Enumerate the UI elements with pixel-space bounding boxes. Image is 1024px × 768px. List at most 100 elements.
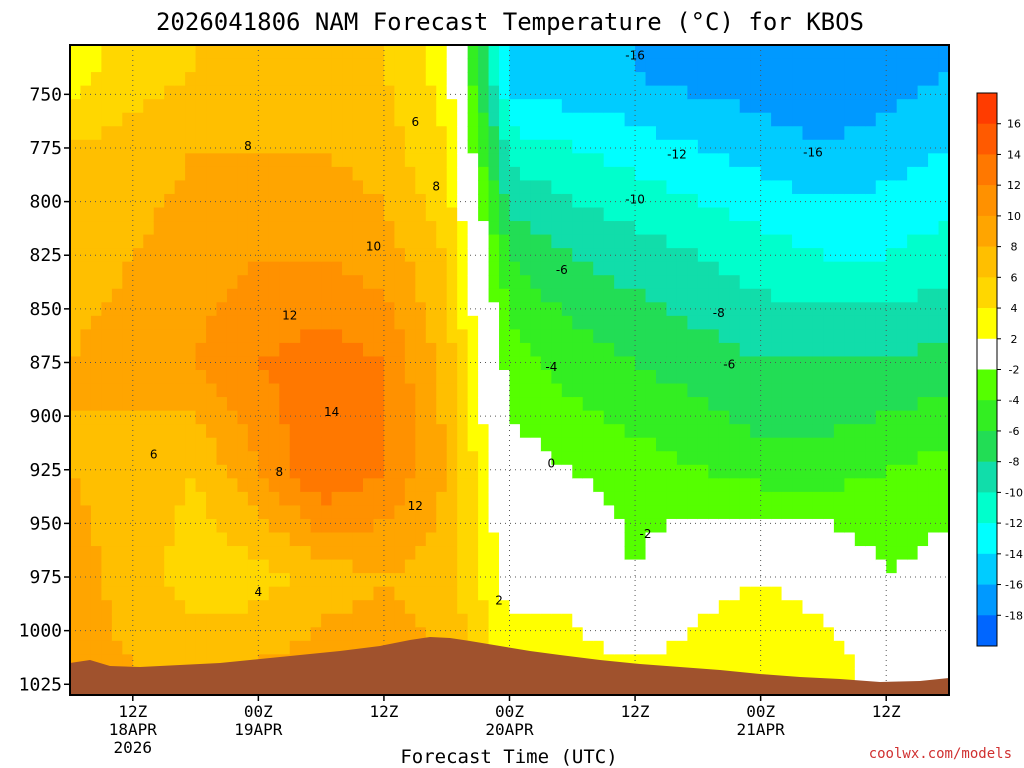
- temperature-cell: [844, 397, 856, 412]
- temperature-cell: [279, 397, 291, 412]
- temperature-cell: [708, 342, 720, 358]
- temperature-cell: [331, 99, 343, 114]
- temperature-cell: [415, 546, 427, 561]
- temperature-cell: [164, 532, 176, 547]
- temperature-cell: [656, 491, 668, 507]
- temperature-cell: [111, 207, 123, 222]
- temperature-cell: [279, 112, 291, 127]
- temperature-cell: [499, 518, 511, 534]
- temperature-cell: [614, 383, 626, 398]
- temperature-cell: [237, 234, 249, 249]
- temperature-cell: [540, 518, 552, 534]
- temperature-cell: [122, 627, 134, 642]
- temperature-cell: [206, 207, 218, 222]
- temperature-cell: [561, 518, 573, 534]
- temperature-cell: [771, 85, 783, 100]
- temperature-cell: [164, 464, 176, 479]
- temperature-cell: [718, 58, 730, 73]
- temperature-cell: [206, 370, 218, 385]
- temperature-cell: [206, 546, 218, 561]
- temperature-cell: [771, 356, 783, 371]
- temperature-cell: [352, 370, 364, 385]
- temperature-cell: [342, 207, 354, 222]
- temperature-cell: [237, 424, 249, 439]
- temperature-cell: [697, 356, 709, 371]
- temperature-cell: [446, 356, 458, 371]
- temperature-cell: [289, 342, 301, 358]
- temperature-cell: [226, 654, 239, 669]
- temperature-cell: [300, 85, 312, 100]
- temperature-cell: [80, 126, 92, 141]
- temperature-cell: [718, 356, 730, 371]
- temperature-cell: [771, 45, 783, 60]
- temperature-cell: [750, 221, 762, 236]
- temperature-cell: [519, 112, 532, 127]
- temperature-cell: [917, 221, 929, 236]
- temperature-cell: [185, 153, 197, 168]
- temperature-cell: [519, 139, 532, 154]
- temperature-cell: [289, 410, 301, 425]
- temperature-cell: [865, 586, 877, 601]
- temperature-cell: [519, 559, 532, 574]
- temperature-cell: [70, 85, 82, 100]
- temperature-cell: [247, 505, 259, 520]
- temperature-cell: [185, 221, 197, 236]
- temperature-cell: [153, 248, 165, 263]
- temperature-cell: [823, 383, 835, 398]
- temperature-cell: [697, 491, 709, 507]
- temperature-cell: [404, 166, 416, 182]
- temperature-cell: [206, 627, 218, 642]
- temperature-cell: [132, 464, 144, 479]
- temperature-cell: [289, 532, 301, 547]
- temperature-cell: [70, 166, 82, 182]
- temperature-cell: [70, 600, 82, 615]
- temperature-cell: [499, 261, 511, 276]
- temperature-cell: [582, 112, 594, 127]
- temperature-cell: [436, 72, 448, 87]
- temperature-cell: [844, 85, 856, 100]
- temperature-cell: [70, 586, 82, 601]
- temperature-cell: [499, 410, 511, 425]
- temperature-cell: [436, 546, 448, 561]
- temperature-cell: [530, 315, 542, 330]
- temperature-cell: [530, 451, 542, 466]
- temperature-cell: [593, 600, 605, 615]
- temperature-cell: [153, 180, 165, 195]
- temperature-cell: [624, 546, 636, 561]
- temperature-cell: [561, 383, 573, 398]
- temperature-cell: [750, 356, 762, 371]
- temperature-cell: [635, 85, 647, 100]
- temperature-cell: [886, 85, 898, 100]
- temperature-cell: [729, 586, 741, 601]
- temperature-cell: [122, 451, 134, 466]
- temperature-cell: [425, 397, 437, 412]
- temperature-cell: [551, 370, 563, 385]
- temperature-cell: [383, 424, 395, 439]
- temperature-cell: [593, 532, 605, 547]
- temperature-cell: [718, 180, 730, 195]
- temperature-cell: [928, 72, 940, 87]
- temperature-cell: [645, 207, 657, 222]
- temperature-cell: [540, 315, 552, 330]
- temperature-cell: [666, 261, 678, 276]
- temperature-cell: [938, 72, 949, 87]
- temperature-cell: [750, 437, 762, 452]
- temperature-cell: [844, 342, 856, 358]
- temperature-cell: [111, 451, 123, 466]
- temperature-cell: [886, 640, 898, 655]
- temperature-cell: [425, 153, 437, 168]
- temperature-cell: [258, 464, 270, 479]
- temperature-cell: [844, 166, 856, 182]
- temperature-cell: [174, 424, 186, 439]
- temperature-cell: [300, 356, 312, 371]
- temperature-cell: [216, 342, 228, 358]
- temperature-cell: [593, 193, 605, 209]
- temperature-cell: [373, 99, 385, 114]
- temperature-cell: [90, 261, 102, 276]
- temperature-cell: [676, 464, 688, 479]
- temperature-cell: [582, 99, 594, 114]
- temperature-cell: [551, 275, 563, 290]
- temperature-cell: [530, 546, 542, 561]
- temperature-cell: [206, 58, 218, 73]
- temperature-cell: [478, 491, 490, 507]
